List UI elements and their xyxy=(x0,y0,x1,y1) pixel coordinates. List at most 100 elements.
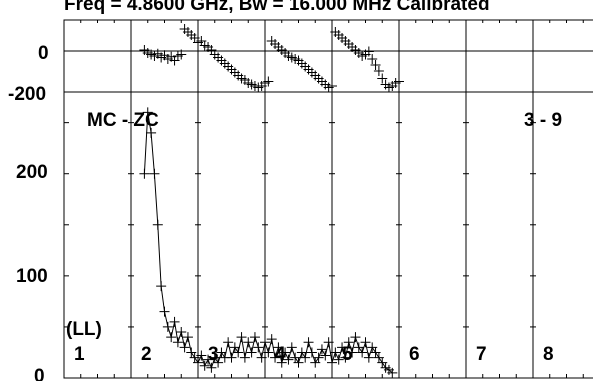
amplitude-point xyxy=(226,352,237,363)
panel-label-6: 6 xyxy=(409,344,420,365)
amplitude-point xyxy=(296,347,307,358)
amplitude-point xyxy=(206,362,217,373)
amplitude-point xyxy=(266,334,277,345)
amplitude-point xyxy=(367,342,378,353)
panel-label-5: 5 xyxy=(342,344,353,365)
amplitude-point xyxy=(337,342,348,353)
amplitude-point xyxy=(303,337,314,348)
amplitude-point xyxy=(193,357,203,368)
amplitude-point xyxy=(249,332,260,343)
amplitude-point xyxy=(280,347,291,358)
amplitude-point xyxy=(343,337,354,348)
phase-point xyxy=(367,54,378,64)
amplitude-point xyxy=(353,342,364,353)
amplitude-point xyxy=(142,107,153,118)
amplitude-point xyxy=(156,281,167,292)
phase-point xyxy=(373,66,384,76)
phase-point xyxy=(370,60,381,70)
amplitude-point xyxy=(176,327,187,338)
amp-ytick-0: 0 xyxy=(34,366,45,381)
amplitude-point xyxy=(172,337,183,348)
amplitude-point xyxy=(306,347,317,358)
amplitude-point xyxy=(330,347,341,358)
amplitude-point xyxy=(139,168,150,179)
panel-label-2: 2 xyxy=(141,344,152,365)
amplitude-point xyxy=(276,357,287,368)
amplitude-point xyxy=(316,344,327,355)
amplitude-point xyxy=(166,332,177,343)
amplitude-point xyxy=(162,321,173,332)
amplitude-point xyxy=(216,347,227,358)
amplitude-point xyxy=(283,354,294,365)
amplitude-point xyxy=(189,352,200,363)
amplitude-point xyxy=(179,342,190,353)
phase-point xyxy=(327,81,337,91)
amplitude-point xyxy=(260,337,270,348)
phase-ytick-minus-200: -200 xyxy=(8,84,46,105)
amplitude-point xyxy=(233,347,244,358)
amplitude-point xyxy=(370,347,381,358)
amplitude-point xyxy=(239,352,250,363)
amplitude-point xyxy=(320,350,331,361)
amplitude-point xyxy=(169,316,180,327)
amplitude-point xyxy=(236,332,247,343)
phase-point xyxy=(176,49,187,60)
amplitude-point xyxy=(340,352,351,363)
phase-point xyxy=(263,76,274,87)
phase-panel: 0 -200 xyxy=(8,19,593,105)
amplitude-point xyxy=(159,306,170,317)
amplitude-point xyxy=(300,352,311,363)
amplitude-point xyxy=(357,347,368,358)
panel-label-4: 4 xyxy=(275,344,286,365)
amplitude-point xyxy=(203,354,214,365)
amplitude-point xyxy=(347,347,358,358)
amplitude-point xyxy=(223,337,234,348)
amplitude-point xyxy=(146,127,157,138)
panel-label-7: 7 xyxy=(476,344,487,365)
amplitude-point xyxy=(327,357,337,368)
amplitude-point xyxy=(253,342,264,353)
amp-ytick-100: 100 xyxy=(16,266,48,287)
amplitude-point xyxy=(310,357,321,368)
phase-point xyxy=(394,76,404,87)
amplitude-point xyxy=(263,347,274,358)
source-label: 3 - 9 xyxy=(524,110,562,131)
amplitude-point xyxy=(182,332,193,343)
amp-ytick-200: 200 xyxy=(16,162,48,183)
amplitude-point xyxy=(149,168,160,179)
panel-label-3: 3 xyxy=(208,344,219,365)
amplitude-point xyxy=(363,352,374,363)
amplitude-point xyxy=(360,337,371,348)
panel-label-1: 1 xyxy=(74,344,85,365)
amplitude-point xyxy=(213,357,224,368)
phase-panel-frame xyxy=(63,19,593,93)
amplitude-point xyxy=(313,352,324,363)
baseline-label: MC - ZC xyxy=(87,110,159,131)
chart-title: Freq = 4.8600 GHz, Bw = 16.000 MHz Calib… xyxy=(64,0,490,15)
amplitude-point xyxy=(209,352,220,363)
amplitude-point xyxy=(152,219,163,230)
amplitude-point xyxy=(350,332,361,343)
amplitude-point xyxy=(256,352,267,363)
amplitude-point xyxy=(273,342,284,353)
panel-label-8: 8 xyxy=(543,344,554,365)
amplitude-point xyxy=(286,342,297,353)
amplitude-panel-frame xyxy=(63,91,593,379)
amplitude-point xyxy=(373,352,384,363)
amplitude-point xyxy=(387,367,398,378)
amplitude-point xyxy=(229,342,240,353)
amplitude-point xyxy=(199,360,210,371)
phase-ytick-0: 0 xyxy=(38,43,49,64)
amplitude-point xyxy=(377,357,388,368)
phase-point xyxy=(377,73,388,84)
amplitude-panel: 200 100 0 MC - ZC 3 - 9 (LL) 1 2 3 4 5 6 7 8 xyxy=(16,91,593,381)
amplitude-point xyxy=(246,347,257,358)
polarization-label: (LL) xyxy=(66,319,102,340)
amplitude-point xyxy=(270,352,281,363)
amplitude-point xyxy=(333,354,344,365)
amplitude-point xyxy=(243,337,254,348)
phase-point xyxy=(363,46,374,57)
amplitude-point xyxy=(323,337,334,348)
amplitude-point xyxy=(293,357,304,368)
